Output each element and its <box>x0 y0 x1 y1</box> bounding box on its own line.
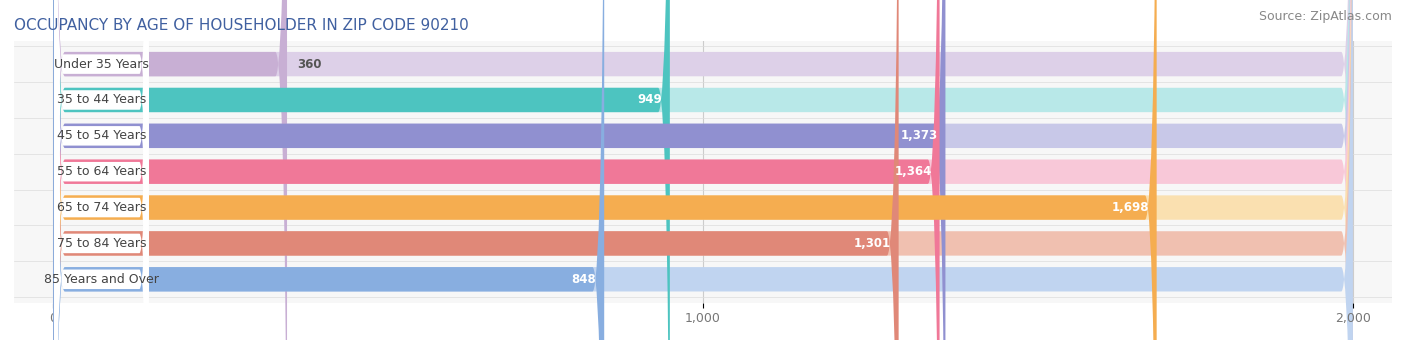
Text: 848: 848 <box>572 273 596 286</box>
FancyBboxPatch shape <box>55 0 149 340</box>
Text: 1,698: 1,698 <box>1111 201 1149 214</box>
Text: OCCUPANCY BY AGE OF HOUSEHOLDER IN ZIP CODE 90210: OCCUPANCY BY AGE OF HOUSEHOLDER IN ZIP C… <box>14 18 468 33</box>
FancyBboxPatch shape <box>53 0 669 340</box>
Text: 45 to 54 Years: 45 to 54 Years <box>56 129 146 142</box>
FancyBboxPatch shape <box>55 0 149 340</box>
Text: 1,364: 1,364 <box>894 165 932 178</box>
FancyBboxPatch shape <box>53 0 1353 340</box>
FancyBboxPatch shape <box>55 0 149 340</box>
FancyBboxPatch shape <box>53 0 605 340</box>
FancyBboxPatch shape <box>53 0 939 340</box>
Text: Under 35 Years: Under 35 Years <box>53 57 149 71</box>
Text: 85 Years and Over: 85 Years and Over <box>44 273 159 286</box>
FancyBboxPatch shape <box>55 0 149 340</box>
FancyBboxPatch shape <box>53 0 1353 340</box>
Text: 360: 360 <box>297 57 322 71</box>
Text: 35 to 44 Years: 35 to 44 Years <box>56 94 146 106</box>
FancyBboxPatch shape <box>55 0 149 340</box>
FancyBboxPatch shape <box>53 0 898 340</box>
FancyBboxPatch shape <box>53 0 1353 340</box>
FancyBboxPatch shape <box>53 0 1353 340</box>
FancyBboxPatch shape <box>53 0 1353 340</box>
FancyBboxPatch shape <box>53 0 1353 340</box>
Text: 55 to 64 Years: 55 to 64 Years <box>56 165 146 178</box>
FancyBboxPatch shape <box>53 0 1157 340</box>
Text: 75 to 84 Years: 75 to 84 Years <box>56 237 146 250</box>
Text: 65 to 74 Years: 65 to 74 Years <box>56 201 146 214</box>
FancyBboxPatch shape <box>55 0 149 340</box>
Text: Source: ZipAtlas.com: Source: ZipAtlas.com <box>1258 10 1392 23</box>
FancyBboxPatch shape <box>53 0 1353 340</box>
Text: 1,301: 1,301 <box>853 237 891 250</box>
FancyBboxPatch shape <box>55 0 149 340</box>
FancyBboxPatch shape <box>53 0 945 340</box>
Text: 1,373: 1,373 <box>900 129 938 142</box>
FancyBboxPatch shape <box>53 0 287 340</box>
Text: 949: 949 <box>637 94 662 106</box>
